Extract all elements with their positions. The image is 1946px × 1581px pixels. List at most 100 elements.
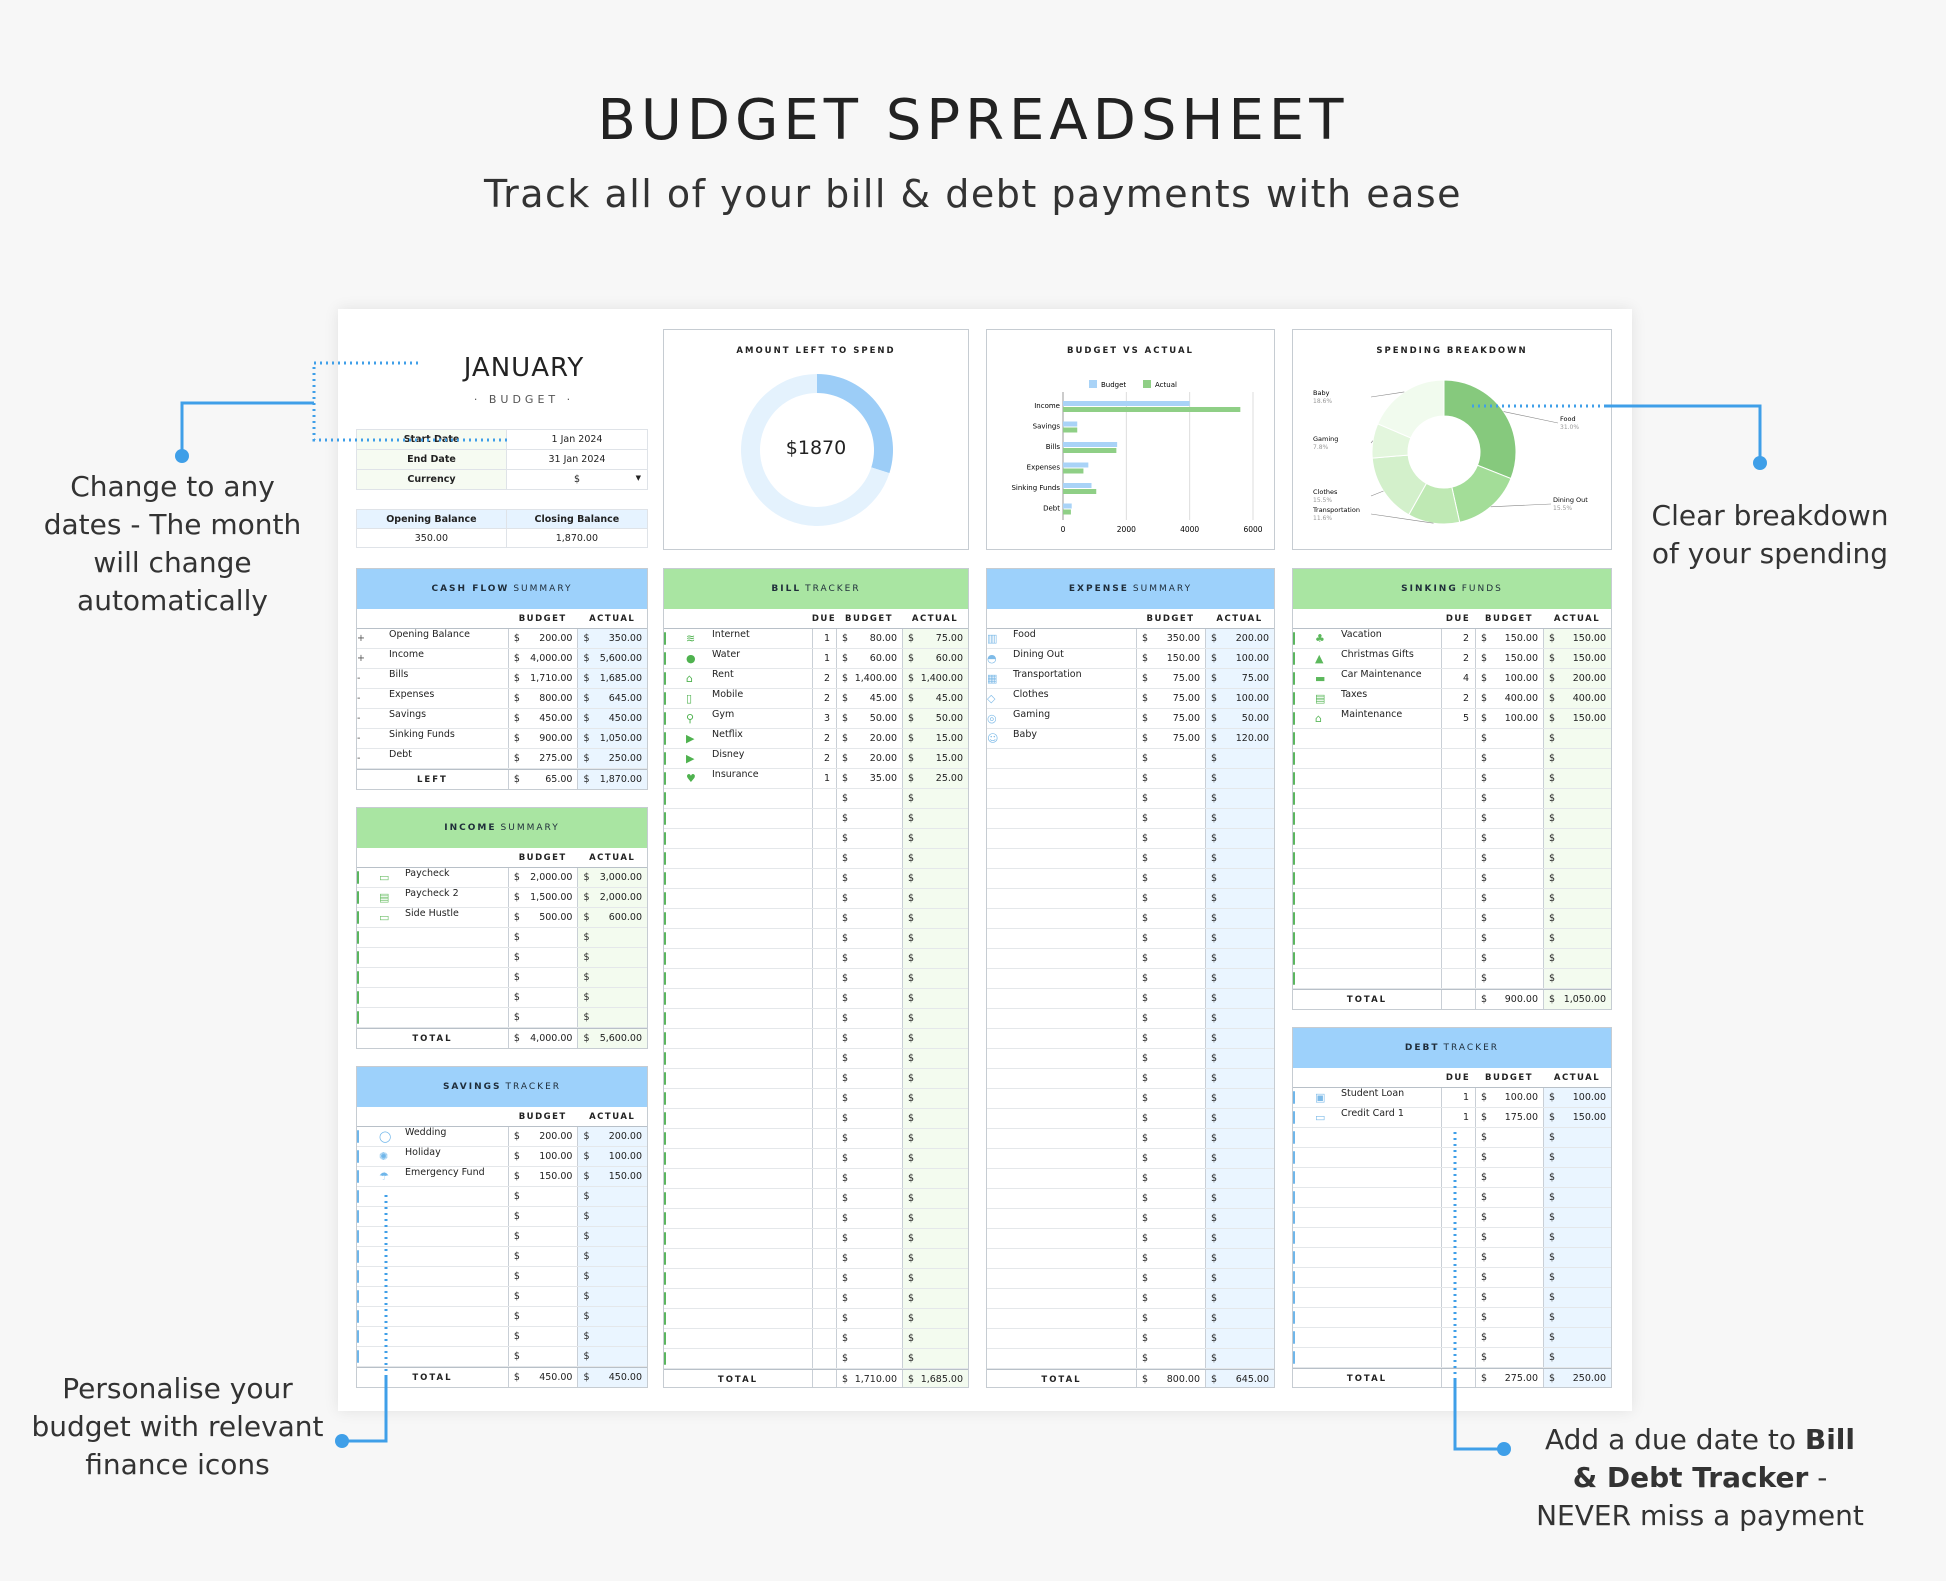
row-due[interactable] [812,929,836,948]
row-label[interactable] [710,1189,812,1208]
row-budget[interactable]: $ [836,829,902,848]
row-label[interactable] [710,1049,812,1068]
row-due[interactable]: 2 [1441,689,1475,708]
row-budget[interactable]: $ [1136,909,1205,928]
row-budget[interactable]: $ [836,909,902,928]
row-budget[interactable]: $ [836,1069,902,1088]
row-due[interactable] [812,989,836,1008]
row-budget[interactable]: $900.00 [507,729,578,748]
row-budget[interactable]: $ [1475,1248,1543,1267]
row-label[interactable]: Clothes [1013,689,1049,700]
row-actual[interactable]: $ [902,929,968,948]
row-label[interactable]: Rent [712,669,734,680]
row-budget[interactable]: $1,400.00 [836,669,902,688]
row-due[interactable] [812,1129,836,1148]
row-actual[interactable]: $ [902,1229,968,1248]
row-label[interactable] [1011,1149,1136,1168]
row-label[interactable] [403,1347,508,1366]
row-budget[interactable]: $ [836,1009,902,1028]
row-actual[interactable]: $ [1543,829,1611,848]
row-actual[interactable]: $200.00 [1543,669,1611,688]
row-budget[interactable]: $ [1475,1128,1543,1147]
row-budget[interactable]: $ [507,1207,578,1226]
row-checkbox[interactable] [664,952,666,965]
row-budget[interactable]: $ [1136,1249,1205,1268]
row-label[interactable] [1011,869,1136,888]
row-due[interactable] [812,789,836,808]
row-label[interactable] [403,1307,508,1326]
row-budget[interactable]: $ [1475,749,1543,768]
row-checkbox[interactable] [664,1152,666,1165]
row-label[interactable]: Car Maintenance [1341,669,1422,680]
row-actual[interactable]: $ [902,829,968,848]
row-checkbox[interactable] [664,892,666,905]
row-label[interactable] [1339,889,1441,908]
row-budget[interactable]: $ [836,869,902,888]
row-budget[interactable]: $ [1136,1309,1205,1328]
row-actual[interactable]: $ [1543,1348,1611,1367]
row-budget[interactable]: $60.00 [836,649,902,668]
row-actual[interactable]: $ [1205,1209,1274,1228]
row-budget[interactable]: $ [1475,729,1543,748]
row-budget[interactable]: $ [836,1149,902,1168]
row-budget[interactable]: $ [1136,1069,1205,1088]
row-label[interactable] [403,1327,508,1346]
row-actual[interactable]: $ [577,928,647,947]
row-checkbox[interactable] [664,1212,666,1225]
row-checkbox[interactable] [664,812,666,825]
row-budget[interactable]: $ [1475,929,1543,948]
row-budget[interactable]: $35.00 [836,769,902,788]
row-due[interactable] [812,1049,836,1068]
row-due[interactable] [812,1289,836,1308]
row-label[interactable] [403,1247,508,1266]
row-label[interactable] [1011,1229,1136,1248]
row-checkbox[interactable] [1293,932,1295,945]
row-label[interactable] [1011,1309,1136,1328]
row-actual[interactable]: $ [902,1109,968,1128]
row-budget[interactable]: $ [507,948,578,967]
row-due[interactable] [812,1109,836,1128]
row-due[interactable] [1441,909,1475,928]
row-label[interactable] [1339,1168,1441,1187]
row-label[interactable] [710,1169,812,1188]
row-actual[interactable]: $ [1543,1168,1611,1187]
row-actual[interactable]: $ [902,889,968,908]
row-label[interactable] [403,1227,508,1246]
row-label[interactable] [710,1209,812,1228]
row-due[interactable] [812,1029,836,1048]
row-label[interactable]: Insurance [712,769,759,780]
row-due[interactable] [1441,849,1475,868]
row-label[interactable] [710,789,812,808]
row-label[interactable] [403,1287,508,1306]
row-budget[interactable]: $75.00 [1136,669,1205,688]
row-actual[interactable]: $ [1205,909,1274,928]
row-actual[interactable]: $ [902,1249,968,1268]
row-label[interactable] [1011,789,1136,808]
row-actual[interactable]: $ [902,1049,968,1068]
row-checkbox[interactable] [664,872,666,885]
row-budget[interactable]: $ [1136,1009,1205,1028]
row-due[interactable] [812,849,836,868]
row-label[interactable]: Sinking Funds [389,729,455,740]
row-label[interactable]: Emergency Fund [405,1167,485,1178]
row-checkbox[interactable] [1293,852,1295,865]
row-actual[interactable]: $ [1543,1328,1611,1347]
row-due[interactable]: 3 [812,709,836,728]
row-checkbox[interactable] [664,932,666,945]
row-label[interactable] [1011,829,1136,848]
row-label[interactable]: Food [1013,629,1036,640]
row-label[interactable] [1339,949,1441,968]
row-budget[interactable]: $ [1475,1268,1543,1287]
row-checkbox[interactable] [1293,972,1295,985]
row-label[interactable]: Mobile [712,689,744,700]
row-actual[interactable]: $ [1543,949,1611,968]
row-label[interactable] [403,1187,508,1206]
row-checkbox[interactable] [1293,1091,1295,1104]
row-actual[interactable]: $ [1205,1089,1274,1108]
row-checkbox[interactable] [357,1350,359,1363]
row-due[interactable]: 1 [1441,1088,1475,1107]
row-label[interactable] [1339,1228,1441,1247]
row-budget[interactable]: $ [1136,1129,1205,1148]
row-checkbox[interactable] [664,1072,666,1085]
row-actual[interactable]: $ [1543,909,1611,928]
